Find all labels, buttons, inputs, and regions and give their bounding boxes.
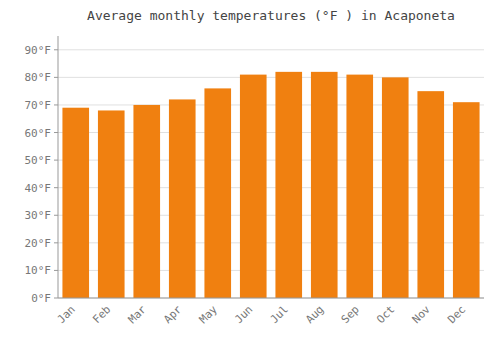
y-tick-label: 70°F (25, 99, 52, 112)
y-tick-label: 40°F (25, 182, 52, 195)
bar (311, 72, 338, 298)
grid-line (58, 77, 484, 78)
x-tick-label: Aug (303, 303, 326, 326)
bar (133, 105, 160, 298)
bar (453, 102, 480, 298)
bar (240, 75, 267, 298)
bar (98, 110, 125, 298)
y-tick (54, 215, 58, 216)
x-tick-label: Sep (339, 303, 362, 326)
y-tick (54, 270, 58, 271)
x-axis-line (58, 298, 484, 299)
grid-line (58, 49, 484, 50)
y-axis: 0°F 10°F 20°F 30°F 40°F 50°F 60°F 70°F 80°F 90°F (25, 36, 59, 305)
y-tick-label: 80°F (25, 71, 52, 84)
y-tick (54, 77, 58, 78)
x-tick-label: May (197, 303, 221, 327)
bar (417, 91, 444, 298)
bar (275, 72, 302, 298)
y-tick (54, 160, 58, 161)
x-tick-label: Feb (90, 303, 113, 326)
y-tick-label: 50°F (25, 154, 52, 167)
x-tick-label: Dec (445, 303, 468, 326)
y-tick (54, 49, 58, 50)
y-tick-label: 10°F (25, 264, 52, 277)
x-tick-label: Jan (55, 303, 78, 326)
bar (62, 108, 89, 298)
y-tick-label: 30°F (25, 209, 52, 222)
x-tick-label: Apr (161, 303, 185, 327)
bars (62, 72, 479, 298)
x-tick-label: Jul (268, 303, 291, 326)
bar (169, 99, 196, 298)
y-tick-label: 60°F (25, 127, 52, 140)
x-tick-label: Mar (126, 303, 150, 327)
x-axis: Jan Feb Mar Apr May Jun Jul Aug Sep Oct Nov Dec (55, 298, 484, 326)
chart-svg: Average monthly temperatures (°F ) in Ac… (0, 0, 500, 350)
chart-title: Average monthly temperatures (°F ) in Ac… (87, 8, 455, 23)
y-tick-label: 0°F (31, 292, 51, 305)
y-tick (54, 104, 58, 105)
bar (346, 75, 373, 298)
y-grid (58, 50, 484, 298)
y-tick-label: 20°F (25, 237, 52, 250)
x-tick-label: Oct (374, 303, 397, 326)
y-tick (54, 132, 58, 133)
grid-line (58, 298, 484, 299)
bar (204, 88, 231, 298)
chart-container: Average monthly temperatures (°F ) in Ac… (0, 0, 500, 350)
y-tick (54, 242, 58, 243)
x-tick-label: Nov (410, 303, 434, 327)
x-tick-label: Jun (232, 303, 255, 326)
y-tick-label: 90°F (25, 44, 52, 57)
bar (382, 77, 409, 298)
y-tick (54, 298, 58, 299)
y-tick (54, 187, 58, 188)
y-axis-line (58, 36, 59, 298)
